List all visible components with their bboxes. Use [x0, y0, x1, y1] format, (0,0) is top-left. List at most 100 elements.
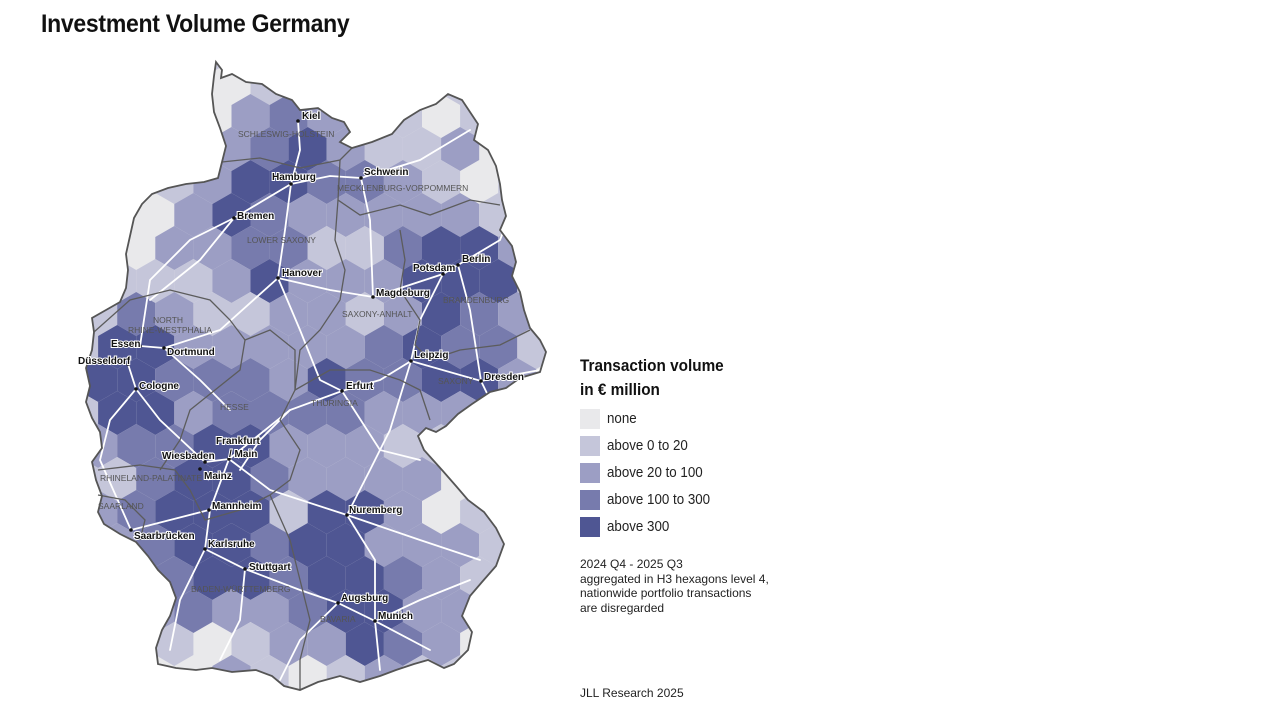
- hexagon-cell: [498, 556, 537, 600]
- hexagon-cell: [250, 589, 289, 633]
- state-label: BADEN-WÜRTTEMBERG: [191, 584, 291, 594]
- state-label: BAVARIA: [320, 614, 356, 624]
- city-marker-icon: [243, 567, 247, 571]
- hexagon-cell: [402, 193, 442, 237]
- hexagon-cell: [174, 127, 213, 171]
- hexagon-cell: [307, 292, 346, 336]
- city-marker-icon: [336, 601, 340, 605]
- hexagon-cell: [307, 160, 346, 204]
- city-label: Augsburg: [341, 593, 388, 604]
- hexagon-cell: [174, 523, 213, 567]
- hexagon-cell: [460, 292, 499, 336]
- hexagon-cell: [231, 226, 270, 270]
- hexagon-cell: [86, 655, 99, 690]
- note-line: nationwide portfolio transactions: [580, 586, 752, 600]
- city-marker-icon: [276, 276, 280, 280]
- city-label: Karlsruhe: [208, 539, 255, 550]
- hexagon-cell: [498, 160, 537, 204]
- germany-hex-map: SCHLESWIG-HOLSTEIN MECKLENBURG-VORPOMMERN…: [41, 61, 547, 691]
- city-marker-icon: [203, 460, 207, 464]
- hexagon-cell: [383, 424, 422, 468]
- hexagon-cell: [41, 358, 79, 402]
- hexagon-cell: [98, 127, 137, 171]
- city-marker-icon: [296, 119, 300, 123]
- city-marker-icon: [289, 182, 293, 186]
- hexagon-cell: [117, 94, 156, 138]
- hexagon-cell: [402, 62, 442, 105]
- hexagon-cell: [117, 424, 156, 468]
- city-label: Düsseldorf: [78, 356, 131, 367]
- hexagon-cell: [536, 160, 546, 204]
- hexagon-cell: [136, 62, 175, 105]
- city-label: Munich: [378, 611, 413, 622]
- state-label: THURINGIA: [311, 398, 358, 408]
- city-marker-icon: [207, 508, 211, 512]
- hexagon-cell: [479, 655, 518, 690]
- hexagon-cell: [155, 226, 194, 270]
- hexagon-cell: [345, 226, 384, 270]
- hexagon-cell: [86, 62, 118, 72]
- legend-item-0-20: above 0 to 20: [580, 432, 740, 459]
- hexagon-cell: [174, 62, 213, 105]
- city-marker-icon: [441, 272, 445, 276]
- state-label: SAXONY: [438, 376, 474, 386]
- hexagon-cell: [422, 358, 461, 402]
- hexagon-cell: [117, 358, 156, 402]
- state-label: MECKLENBURG-VORPOMMERN: [337, 183, 468, 193]
- state-label: SAXONY-ANHALT: [342, 309, 412, 319]
- hexagon-cell: [212, 193, 251, 237]
- city-label: Dresden: [484, 372, 524, 383]
- hexagon-cell: [402, 457, 442, 501]
- city-marker-icon: [232, 216, 236, 220]
- hexagon-cell: [288, 523, 327, 567]
- city-label: Erfurt: [346, 381, 374, 392]
- hexagon-cell: [422, 622, 461, 666]
- note-line: 2024 Q4 - 2025 Q3: [580, 557, 683, 571]
- hexagon-cell: [250, 391, 289, 435]
- hexagon-cell: [441, 127, 480, 171]
- hexagon-cell: [86, 556, 118, 600]
- hexagon-cell: [41, 160, 79, 204]
- city-label: Dortmund: [167, 347, 215, 358]
- state-labels: SCHLESWIG-HOLSTEIN MECKLENBURG-VORPOMMERN…: [98, 129, 509, 624]
- city-label: Berlin: [462, 254, 490, 265]
- hexagon-cell: [345, 94, 384, 138]
- hexagon-cell: [155, 292, 194, 336]
- legend-title-line1: Transaction volume: [580, 356, 724, 375]
- note-line: are disregarded: [580, 600, 665, 615]
- hexagon-cell: [193, 226, 232, 270]
- hexagon-cell: [345, 622, 384, 666]
- hexagon-cell: [383, 292, 422, 336]
- legend-swatch: [580, 435, 600, 456]
- hexagon-cell: [479, 589, 518, 633]
- hexagon-cell: [86, 127, 99, 171]
- hexagon-cell: [383, 490, 422, 534]
- city-marker-icon: [373, 619, 377, 623]
- hexagon-cell: [326, 325, 365, 369]
- hexagon-cell: [536, 490, 546, 534]
- hexagon-cell: [250, 457, 289, 501]
- city-marker-icon: [345, 513, 349, 517]
- hexagon-cell: [364, 193, 403, 237]
- hexagon-cell: [364, 325, 403, 369]
- legend-label: above 300: [607, 518, 670, 535]
- hexagon-cell: [536, 292, 546, 336]
- hexagon-cell: [231, 160, 270, 204]
- hexagon-cell: [364, 523, 403, 567]
- hexagon-cell: [86, 622, 118, 666]
- hexagon-cell: [193, 490, 232, 534]
- hexagon-cell: [479, 259, 518, 303]
- hexagon-cell: [155, 424, 194, 468]
- city-labels: Kiel Hamburg Schwerin Bremen Hanover Berlin Po…: [77, 110, 525, 623]
- legend-item-100-300: above 100 to 300: [580, 486, 740, 513]
- hexagon-cell: [441, 193, 480, 237]
- hexagon-cell: [460, 62, 499, 72]
- hexagon-cell: [86, 589, 99, 633]
- hexagon-cell: [98, 325, 137, 369]
- hexagon-cell: [231, 490, 270, 534]
- hexagon-cell: [174, 457, 213, 501]
- hexagon-cell: [345, 62, 384, 72]
- city-marker-icon: [129, 528, 133, 532]
- hexagon-cell: [422, 160, 461, 204]
- city-label: Nuremberg: [349, 505, 402, 516]
